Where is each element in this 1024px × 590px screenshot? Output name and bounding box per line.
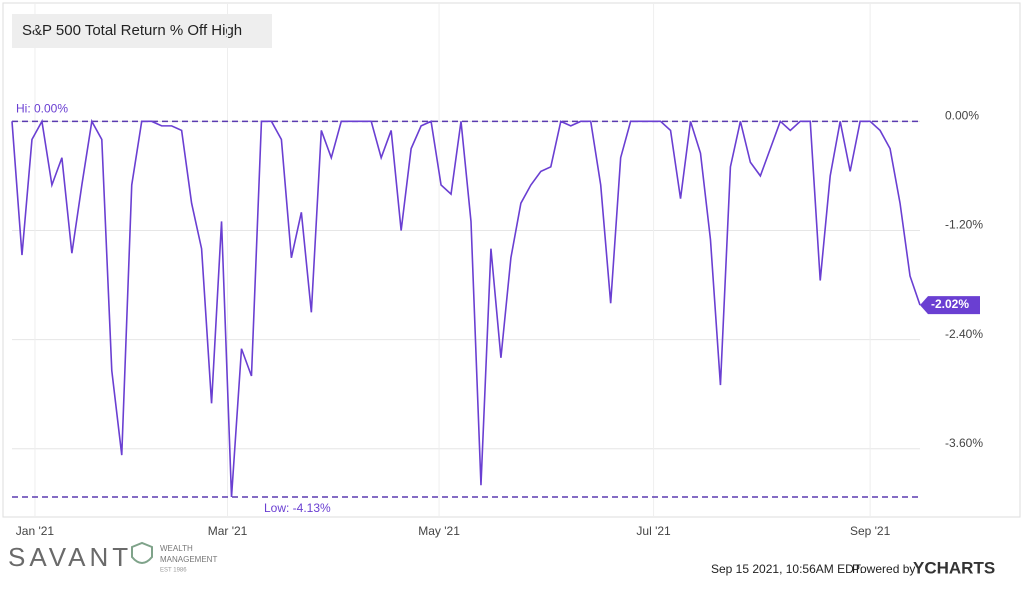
- brand-sub: MANAGEMENT: [160, 555, 217, 564]
- title-box: [12, 14, 272, 48]
- line: [11, 118, 921, 498]
- brand-sub: WEALTH: [160, 544, 193, 553]
- chart-title: S&P 500 Total Return % Off High: [22, 22, 242, 39]
- provider: YCHARTS: [913, 558, 995, 577]
- x-tick-label: Sep '21: [850, 524, 891, 538]
- end-label-box: [920, 296, 980, 315]
- x-tick-label: Jan '21: [16, 524, 55, 538]
- x-tick-label: Jul '21: [636, 524, 671, 538]
- brand-sub: EST 1986: [160, 568, 187, 574]
- reference-label: Hi: 0.00%: [16, 102, 68, 116]
- powered-by: Powered by: [852, 562, 915, 576]
- brand: SAVANT: [8, 542, 132, 572]
- x-tick-label: May '21: [418, 524, 460, 538]
- y-tick-label: -1.20%: [945, 218, 983, 232]
- reference-label: Low: -4.13%: [264, 501, 331, 515]
- y-tick-label: 0.00%: [945, 109, 979, 123]
- y-tick-label: -2.40%: [945, 327, 983, 341]
- end-label: -2.02%: [931, 297, 969, 311]
- x-tick-label: Mar '21: [208, 524, 248, 538]
- frame: [2, 2, 1021, 518]
- brand-icon: [131, 541, 153, 564]
- timestamp: Sep 15 2021, 10:56AM EDT.: [711, 562, 863, 576]
- y-tick-label: -3.60%: [945, 436, 983, 450]
- logo: SAVANT WEALTH MANAGEMENT EST 1986: [8, 542, 217, 574]
